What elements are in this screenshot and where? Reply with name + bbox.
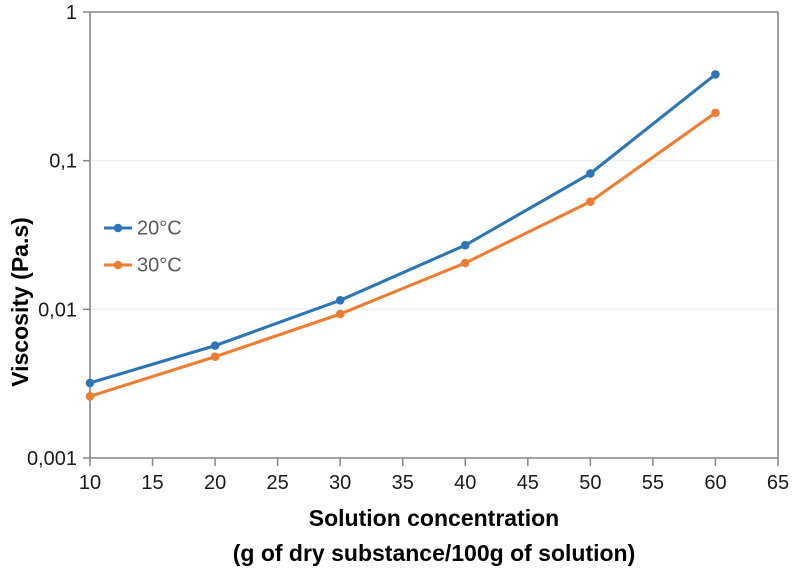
x-tick-label-3: 25: [267, 472, 289, 494]
x-axis-title-line2: (g of dry substance/100g of solution): [233, 540, 636, 566]
y-axis-title: Viscosity (Pa.s): [7, 217, 33, 387]
data-point: [85, 392, 95, 401]
data-point: [460, 240, 470, 250]
data-point: [460, 258, 470, 268]
chart-legend: 20°C 30°C: [104, 217, 182, 276]
x-tick-label-6: 40: [454, 472, 476, 494]
y-axis-ticks: 1 0,1 0,01 0,001: [27, 2, 90, 470]
x-tick-label-2: 20: [204, 472, 226, 494]
x-axis-ticks: 10 15 20 25 30 35 40 45 50 55 60 65: [79, 458, 789, 494]
data-point: [586, 169, 595, 178]
x-tick-label-8: 50: [579, 472, 601, 494]
data-point: [586, 197, 595, 206]
legend-swatch-marker-1: [113, 260, 123, 270]
legend-label-1: 30°C: [137, 254, 182, 276]
series-line-20c: [88, 72, 718, 385]
x-tick-label-11: 65: [767, 472, 789, 494]
x-tick-label-9: 55: [642, 472, 664, 494]
y-tick-label-2: 0,01: [38, 299, 77, 321]
data-point: [335, 296, 345, 305]
y-tick-label-3: 0,001: [27, 448, 77, 470]
x-tick-label-10: 60: [704, 472, 726, 494]
data-point: [85, 378, 95, 388]
x-axis-title-line1: Solution concentration: [309, 505, 559, 531]
x-tick-label-5: 35: [392, 472, 414, 494]
x-tick-label-0: 10: [79, 472, 101, 494]
x-tick-label-4: 30: [329, 472, 351, 494]
data-point: [335, 309, 345, 319]
y-tick-label-1: 0,1: [49, 151, 77, 173]
data-point: [711, 70, 720, 79]
data-series-group: [85, 70, 720, 401]
x-tick-label-1: 15: [141, 472, 163, 494]
data-point: [210, 352, 220, 362]
data-point: [711, 108, 720, 118]
gridlines: [90, 159, 778, 311]
legend-swatch-marker-0: [113, 223, 123, 233]
series-line-30c: [88, 111, 718, 398]
data-point: [210, 341, 220, 350]
y-tick-label-0: 1: [66, 2, 77, 24]
legend-label-0: 20°C: [137, 217, 182, 239]
x-tick-label-7: 45: [517, 472, 539, 494]
